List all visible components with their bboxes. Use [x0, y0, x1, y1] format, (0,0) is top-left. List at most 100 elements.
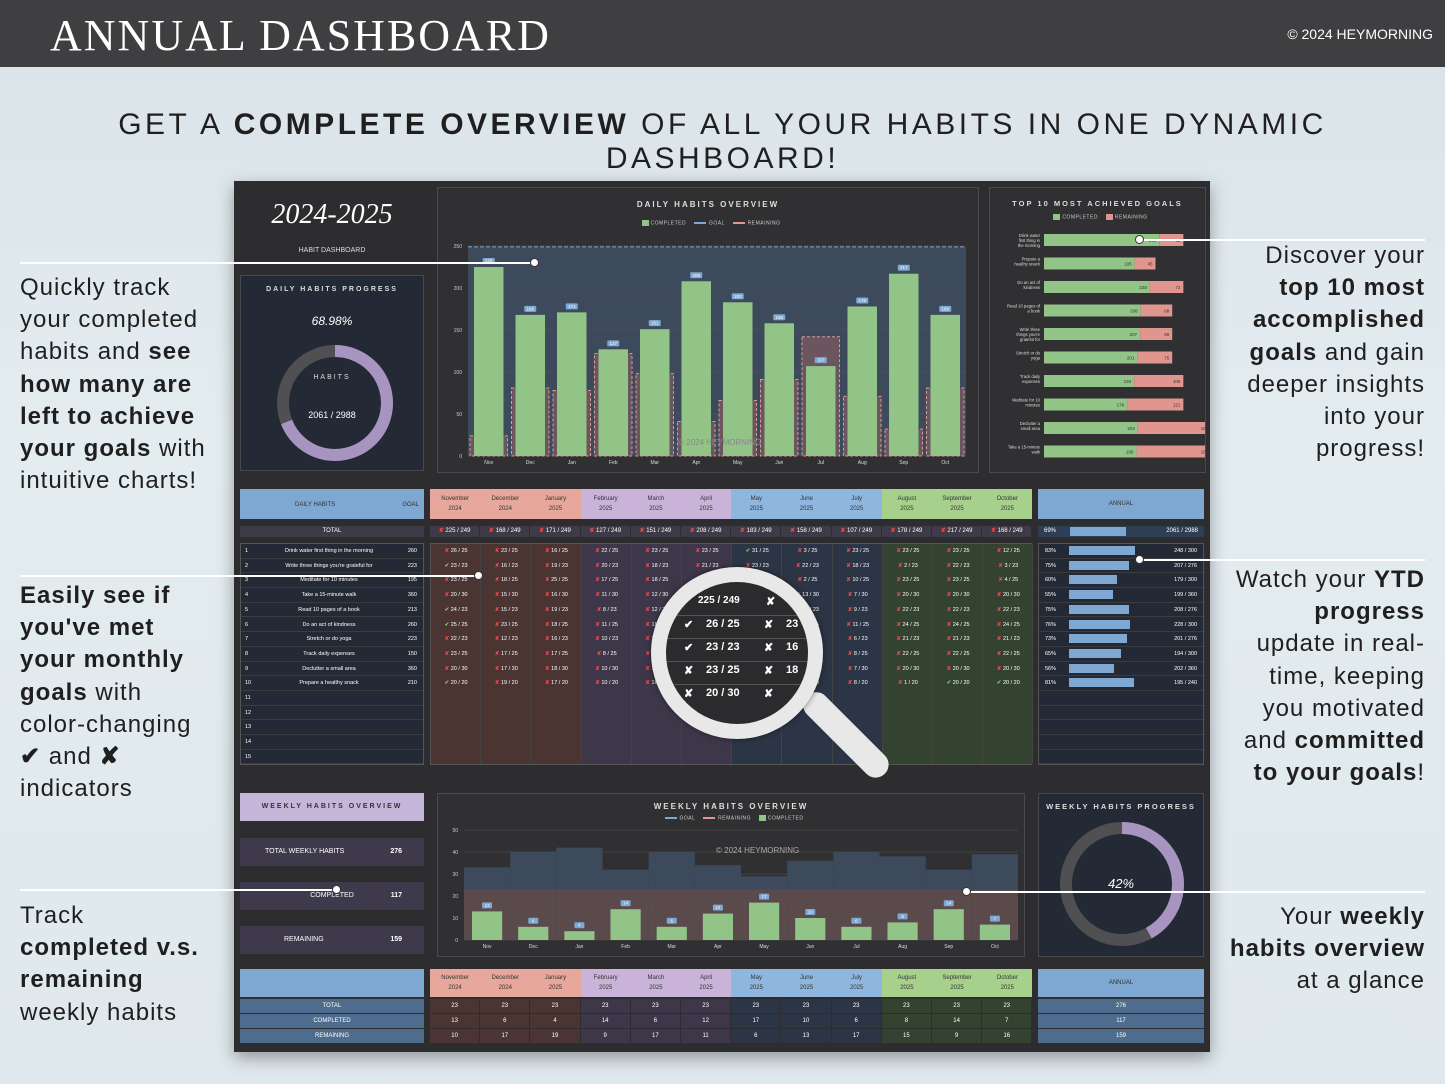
cross-icon: ✘ — [739, 528, 747, 534]
annual-row: 60% 179 / 300 — [1039, 573, 1203, 589]
cell-value: 22 / 23 — [802, 562, 819, 569]
data-label: 72 — [1175, 285, 1181, 290]
habit-name: Prepare a healthy snack — [299, 680, 359, 687]
total-row-label: TOTAL — [240, 526, 424, 537]
cross-icon: ✘ — [764, 665, 774, 677]
month-cell: ✔ 31 / 25 — [732, 544, 782, 559]
weekly-remaining-label: REMAINING — [284, 936, 324, 943]
month-cell: ✘ 26 / 25 — [431, 544, 481, 559]
habit-row: 7 Stretch or do yoga 223 — [241, 632, 423, 647]
habit-row: 11 — [241, 691, 423, 706]
annual-row: 75% 208 / 276 — [1039, 603, 1203, 618]
cell-value: 9 / 23 — [853, 606, 868, 613]
habit-row: 9 Declutter a small area 360 — [241, 662, 423, 677]
legend-swatch — [1105, 214, 1113, 220]
cell-value: 23 / 25 — [500, 621, 518, 628]
cross-icon: ✘ — [444, 577, 451, 584]
bottom-cell: 23 — [580, 999, 630, 1013]
y-tick-label: 50 — [452, 828, 458, 834]
remaining-bar — [1137, 422, 1205, 434]
annual-bar — [1069, 575, 1117, 585]
cell-value: 22 / 23 — [450, 636, 468, 643]
annual-bar — [1069, 648, 1121, 658]
cell-value: 3 / 23 — [1004, 562, 1019, 569]
cross-icon: ✘ — [545, 650, 552, 657]
habit-row: 15 — [241, 750, 423, 765]
month-cell: ✘ 10 / 20 — [582, 676, 632, 691]
cell-value: 17 / 20 — [551, 680, 568, 687]
cross-icon: ✘ — [595, 562, 602, 569]
annual-value: 207 / 276 — [1174, 562, 1197, 569]
annual-value: 195 / 240 — [1174, 680, 1197, 687]
cross-icon: ✘ — [847, 592, 854, 599]
month-cell: ✘ 7 / 30 — [833, 588, 883, 603]
x-tick-label: Aug — [898, 944, 907, 950]
bottom-month-header: July 2025 — [831, 969, 882, 997]
month-cell: ✔ 24 / 23 — [431, 603, 481, 618]
month-cell: ✘ 22 / 25 — [883, 647, 933, 662]
weekly-total-label: TOTAL WEEKLY HABITS — [265, 848, 345, 855]
bottom-cell: 17 — [630, 1029, 680, 1043]
cross-icon: ✘ — [847, 606, 854, 613]
cross-icon: ✘ — [545, 621, 552, 628]
category-label: expenses — [1022, 379, 1040, 384]
cell-value: 20 / 20 — [450, 680, 468, 687]
month-total: ✘ 208 / 249 — [681, 526, 731, 537]
data-label-bg — [773, 314, 786, 321]
remaining-bar — [1136, 445, 1205, 458]
month-total: ✘ 151 / 249 — [630, 526, 680, 537]
cell-value: 23 / 25 — [450, 650, 468, 657]
completed-bar — [474, 267, 504, 456]
bottom-cell: 13 — [430, 1014, 480, 1028]
month-name: February — [593, 975, 618, 981]
data-label-bg — [648, 320, 661, 327]
anno-text: Your — [1280, 903, 1341, 930]
chart-watermark: © 2024 HEYMORNING — [678, 438, 762, 447]
category-label: Read 10 pages of — [1007, 304, 1041, 309]
cross-icon: ✘ — [797, 548, 804, 554]
month-cell: ✘ 8 / 25 — [582, 647, 632, 662]
chart-watermark: © 2024 HEYMORNING — [716, 846, 800, 855]
category-label: healthy snack — [1014, 262, 1041, 267]
habit-number: 12 — [245, 709, 252, 716]
anno-bold: completed v.s. — [20, 934, 199, 962]
legend-swatch — [1053, 214, 1061, 220]
weekly-chart-legend: GOAL REMAINING COMPLETED — [438, 815, 1024, 821]
month-cell: ✘ 22 / 25 — [983, 647, 1033, 662]
habit-goal: 260 — [407, 621, 417, 628]
data-label: 207 — [1130, 332, 1138, 337]
category-label: Take a 15-minute — [1008, 445, 1041, 450]
cell-value: 20 / 30 — [450, 665, 468, 672]
month-cell: ✘ 22 / 25 — [582, 544, 632, 559]
annual-value: 201 / 276 — [1174, 636, 1197, 643]
month-total-value: 208 / 249 — [696, 528, 722, 534]
cross-icon: ✘ — [488, 528, 496, 534]
anno-bold: remaining — [20, 966, 144, 994]
completed-bar — [564, 931, 595, 940]
month-total: ✘ 171 / 249 — [530, 526, 580, 537]
month-name: September — [942, 496, 972, 502]
anno-bold: goals — [20, 678, 88, 706]
cell-value: 31 / 25 — [751, 548, 769, 554]
month-cell: ✘ 20 / 30 — [431, 588, 481, 603]
cross-icon: ✘ — [766, 596, 776, 608]
y-tick-label: 0 — [459, 454, 462, 460]
data-label-bg — [712, 904, 723, 911]
habit-row: 2 Write three things you're grateful for 2… — [241, 559, 423, 574]
completed-bar — [764, 323, 794, 456]
mag-row-line — [666, 615, 808, 616]
cell-value: 15 / 30 — [500, 592, 518, 599]
month-cell: ✘ 23 / 25 — [431, 647, 481, 662]
x-tick-label: Jul — [853, 944, 859, 950]
bottom-cell: 14 — [580, 1014, 630, 1028]
x-tick-label: Apr — [692, 460, 700, 466]
annual-row — [1039, 691, 1203, 706]
cell-value: 19 / 20 — [500, 680, 518, 687]
month-name: June — [799, 496, 813, 502]
cell-value: 23 / 25 — [902, 548, 920, 554]
annual-bar — [1069, 590, 1113, 600]
mag-total: 225 / 249 — [698, 595, 740, 606]
cross-icon: ✘ — [595, 680, 602, 687]
habit-goal: 360 — [407, 592, 417, 599]
month-total-value: 171 / 249 — [545, 528, 571, 534]
